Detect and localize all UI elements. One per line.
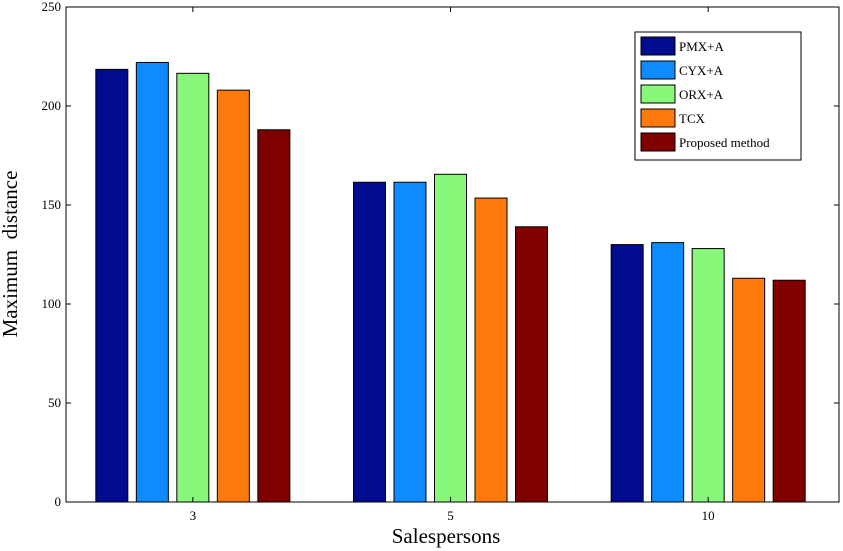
bar <box>135 61 169 503</box>
legend-label: TCX <box>679 111 706 126</box>
y-tick-label: 0 <box>55 494 62 509</box>
legend-swatch <box>640 132 676 152</box>
bar <box>732 277 766 503</box>
bar <box>434 173 467 503</box>
x-axis-title: Salespersons <box>392 524 501 548</box>
axis-ticks: 0 50 100 150 200 250 3 5 10 <box>42 0 839 523</box>
bar <box>353 181 386 503</box>
y-tick-label: 50 <box>48 395 61 410</box>
bars <box>95 61 806 503</box>
y-axis-title: Maximum distance <box>0 171 22 338</box>
legend-swatch <box>640 36 676 56</box>
legend-swatch <box>640 60 676 80</box>
bar <box>691 248 725 503</box>
bar <box>176 72 210 503</box>
x-tick-label: 10 <box>702 508 715 523</box>
legend-label: PMX+A <box>679 39 725 54</box>
bar <box>216 89 250 503</box>
legend-swatch <box>640 84 676 104</box>
legend-swatch <box>640 108 676 128</box>
legend: PMX+A CYX+A ORX+A TCX Proposed method <box>634 31 802 161</box>
y-tick-label: 100 <box>42 296 62 311</box>
legend-label: Proposed method <box>679 135 770 150</box>
bar <box>610 244 644 503</box>
bar <box>772 279 806 503</box>
bar <box>474 197 508 503</box>
legend-label: ORX+A <box>679 87 724 102</box>
bar <box>515 226 548 503</box>
legend-label: CYX+A <box>679 63 724 78</box>
x-tick-label: 5 <box>447 508 454 523</box>
y-tick-label: 200 <box>42 98 62 113</box>
x-tick-label: 3 <box>190 508 197 523</box>
y-tick-label: 150 <box>42 197 62 212</box>
bar <box>651 242 685 503</box>
y-tick-label: 250 <box>42 0 62 14</box>
bar <box>95 68 129 503</box>
bar <box>393 181 427 503</box>
bar <box>257 129 291 503</box>
